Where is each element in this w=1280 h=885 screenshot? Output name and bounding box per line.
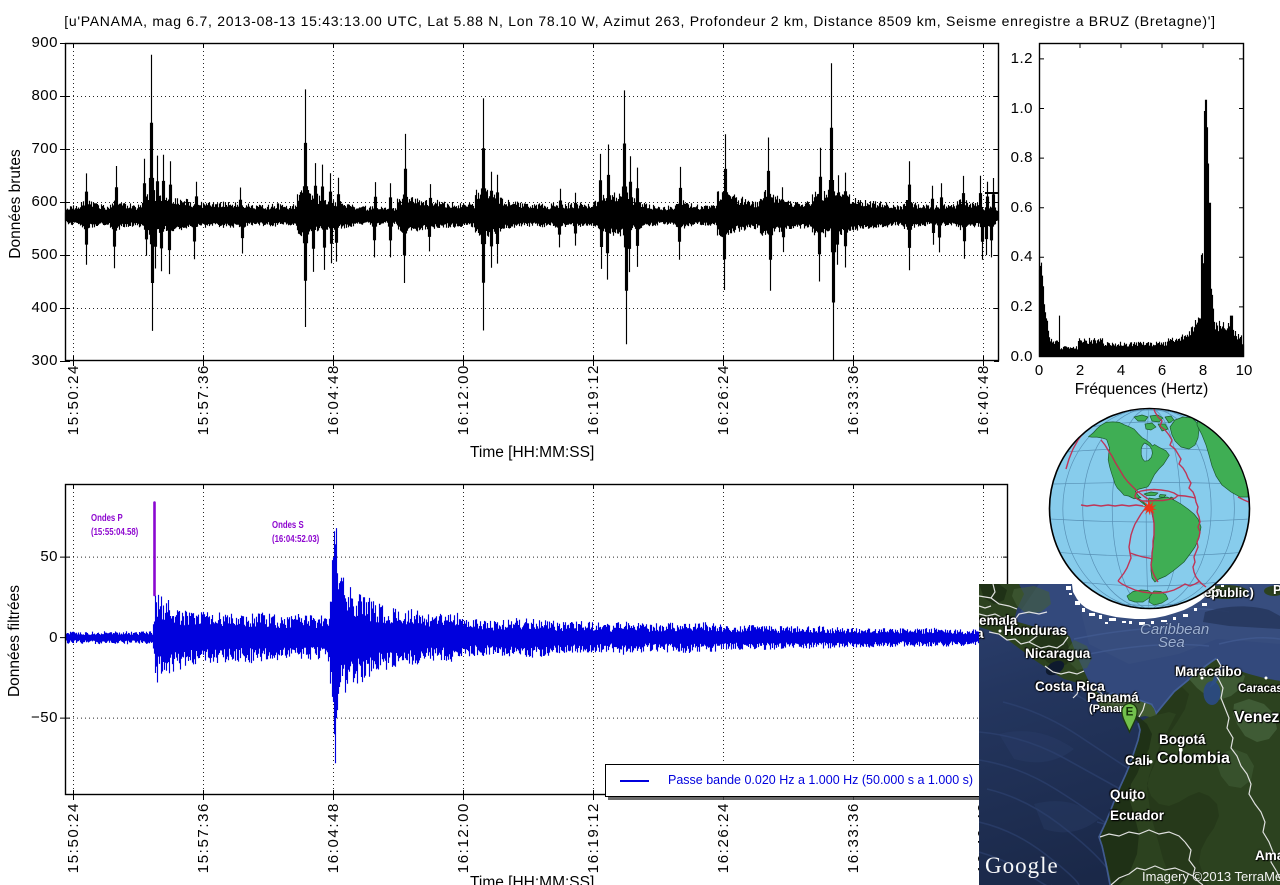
- svg-text:E: E: [1126, 707, 1134, 719]
- svg-text:Google: Google: [985, 853, 1059, 878]
- svg-text:Imagery ©2013 TerraMetrics: Imagery ©2013 TerraMetrics: [1142, 869, 1280, 884]
